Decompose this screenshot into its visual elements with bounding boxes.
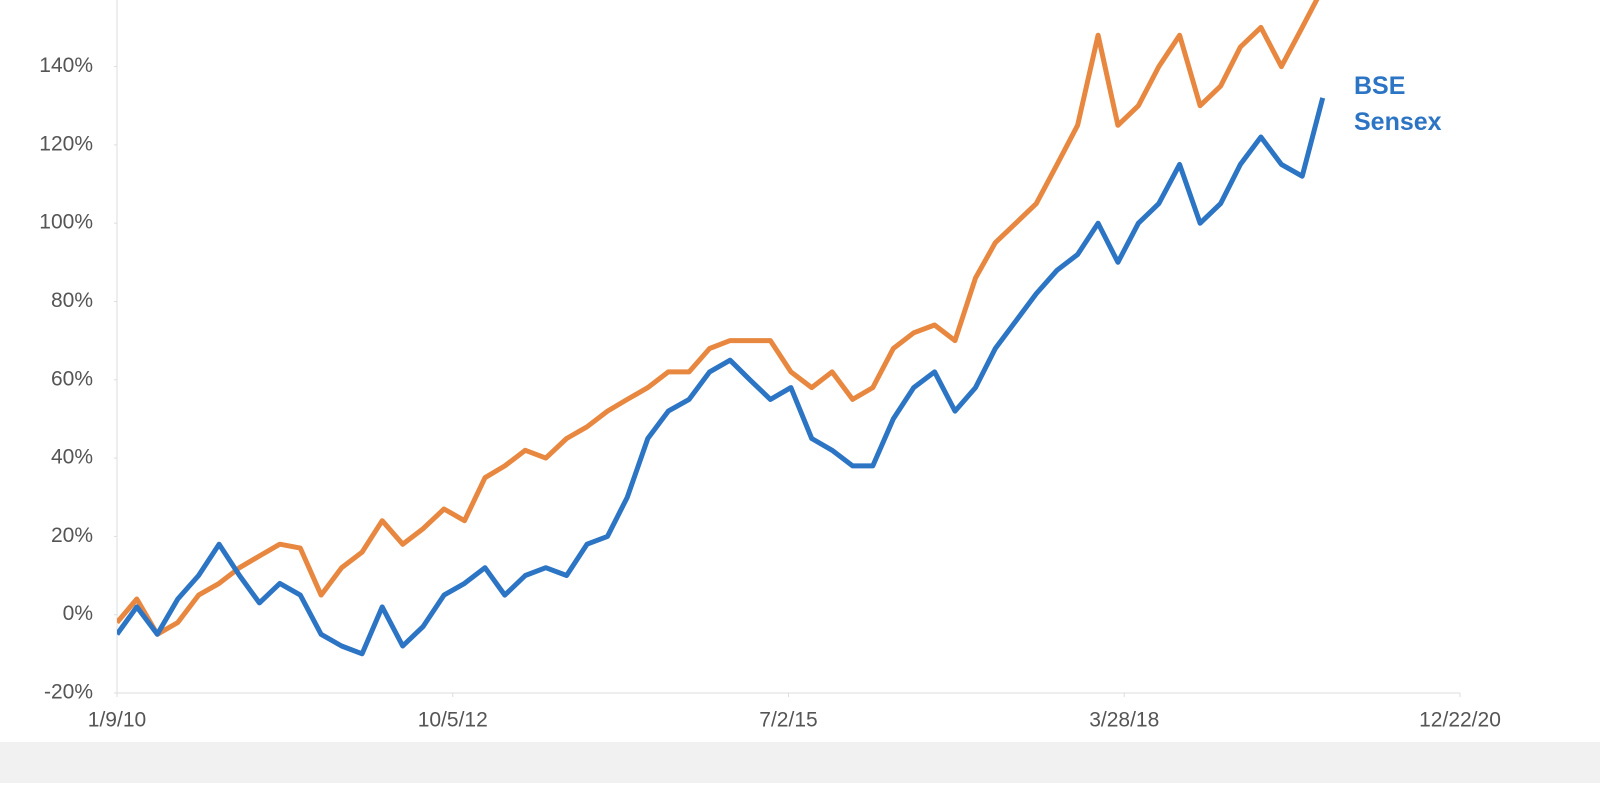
x-tick-label: 12/22/20 xyxy=(1419,709,1501,732)
y-tick-label: 40% xyxy=(51,446,93,469)
x-tick-label: 7/2/15 xyxy=(759,709,817,732)
y-tick-label: 100% xyxy=(39,211,93,234)
x-tick-label: 1/9/10 xyxy=(88,709,146,732)
y-tick-label: 20% xyxy=(51,524,93,547)
series-label: BSE Sensex xyxy=(1354,72,1442,136)
x-tick-label: 10/5/12 xyxy=(418,709,488,732)
series-line xyxy=(117,97,1326,657)
series-line xyxy=(117,0,1320,637)
y-tick-label: 60% xyxy=(51,367,93,390)
y-tick-label: 0% xyxy=(63,602,93,625)
plot-area xyxy=(117,0,1326,657)
y-tick-label: 140% xyxy=(39,54,93,77)
x-tick-label: 3/28/18 xyxy=(1089,709,1159,732)
y-tick-label: -20% xyxy=(44,681,93,704)
window-bar xyxy=(0,742,1600,783)
y-tick-label: 120% xyxy=(39,132,93,155)
y-tick-label: 80% xyxy=(51,289,93,312)
